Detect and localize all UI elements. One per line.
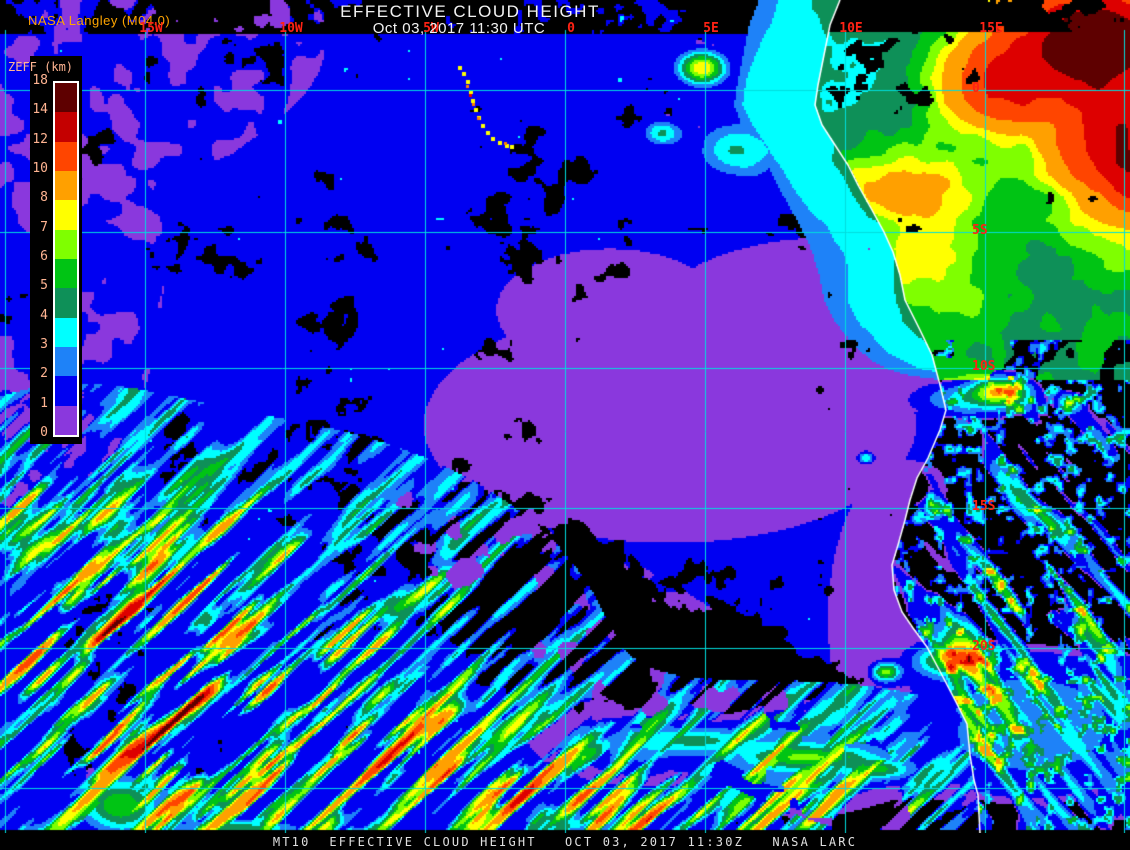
colorbar-tick-8: 8 — [40, 190, 48, 206]
map-subtitle: Oct 03, 2017 11:30 UTC — [372, 20, 546, 37]
colorbar-segment-7-8 — [55, 200, 77, 230]
colorbar-segment-4-5 — [55, 288, 77, 318]
footer-caption-bar: MT10 EFFECTIVE CLOUD HEIGHT OCT 03, 2017… — [0, 833, 1130, 850]
cloud-field-canvas — [0, 0, 1130, 833]
colorbar-segment-1-2 — [55, 376, 77, 406]
colorbar-segment-6-7 — [55, 229, 77, 259]
colorbar-tick-7: 7 — [40, 219, 48, 235]
meridian-label-15W: 15W — [139, 21, 163, 36]
colorbar-tick-6: 6 — [40, 249, 48, 264]
colorbar — [53, 81, 79, 437]
colorbar-tick-1: 1 — [40, 395, 48, 411]
colorbar-segment-5-6 — [55, 258, 77, 289]
colorbar-tick-2: 2 — [40, 366, 48, 382]
footer-caption: MT10 EFFECTIVE CLOUD HEIGHT OCT 03, 2017… — [272, 835, 858, 849]
parallel-label-15S: 15S — [972, 499, 996, 514]
meridian-label-0: 0 — [567, 21, 575, 36]
parallel-label-10S: 10S — [972, 359, 996, 374]
parallel-label-20S: 20S — [972, 639, 996, 654]
colorbar-tick-5: 5 — [40, 278, 48, 294]
meridian-label-5E: 5E — [703, 21, 719, 36]
colorbar-segment-10-12 — [55, 141, 77, 171]
map-title: EFFECTIVE CLOUD HEIGHT — [340, 2, 600, 21]
colorbar-tick-18: 18 — [32, 73, 48, 88]
colorbar-segment-12-14 — [55, 112, 77, 142]
parallel-label-5S: 5S — [972, 223, 988, 238]
meridian-label-5W: 5W — [423, 21, 439, 36]
meridian-label-10E: 10E — [839, 21, 863, 36]
credit-label: NASA Langley (M04.0) — [28, 13, 171, 28]
colorbar-tick-10: 10 — [32, 161, 48, 176]
colorbar-segment-2-3 — [55, 346, 77, 377]
parallel-label-0: 0 — [972, 81, 980, 96]
colorbar-tick-4: 4 — [40, 307, 48, 323]
colorbar-segment-8-10 — [55, 170, 77, 201]
colorbar-segment-14-18 — [55, 83, 77, 113]
colorbar-tick-0: 0 — [40, 425, 48, 440]
colorbar-tick-3: 3 — [40, 337, 48, 352]
colorbar-title: ZEFF (km) — [8, 60, 74, 74]
meridian-label-10W: 10W — [279, 21, 303, 36]
colorbar-tick-12: 12 — [32, 131, 48, 147]
colorbar-segment-3-4 — [55, 317, 77, 347]
meridian-label-15E: 15E — [979, 21, 1003, 36]
colorbar-tick-14: 14 — [32, 102, 48, 118]
colorbar-segment-0-1 — [55, 405, 77, 435]
